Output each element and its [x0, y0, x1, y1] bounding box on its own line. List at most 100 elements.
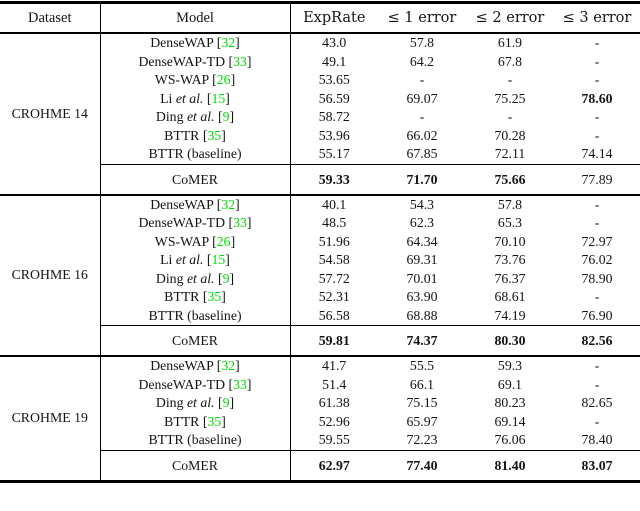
citation-number[interactable]: 33	[233, 215, 247, 230]
metric-cell: 70.28	[494, 127, 526, 143]
metric-cell: -	[594, 127, 600, 143]
metric-cell: 72.97	[581, 233, 613, 249]
metric-cell: -	[594, 289, 600, 304]
citation-link[interactable]: [32]	[216, 358, 240, 373]
citation-link[interactable]: [32]	[216, 196, 240, 212]
comer-metric-cell: 59.81	[290, 325, 378, 356]
model-cell: WS-WAP [26]	[99, 232, 291, 251]
model-cell: DenseWAP-TD [33]	[99, 375, 291, 394]
citation-number[interactable]: 9	[222, 270, 230, 286]
citation-link[interactable]: [35]	[202, 413, 226, 429]
citation-link[interactable]: [33]	[228, 215, 252, 230]
comer-metric-cell: 77.89	[554, 163, 640, 195]
citation-number[interactable]: 33	[233, 376, 247, 392]
citation-number[interactable]: 33	[233, 53, 247, 69]
citation-link[interactable]: [35]	[202, 127, 226, 143]
metric-cell: 55.17	[318, 146, 350, 161]
metric-cell: 56.58	[318, 307, 350, 323]
model-label: DenseWAP-TD	[138, 376, 226, 392]
citation-number[interactable]: 35	[207, 289, 222, 304]
model-cell: BTTR [35]	[99, 412, 291, 431]
metric-cell: 56.59	[318, 90, 350, 106]
table-row: BTTR (baseline) 55.17 67.85 72.11 74.14	[0, 145, 640, 164]
etal-label: et al.	[175, 90, 204, 106]
metric-cell: 68.61	[494, 289, 526, 304]
table-header-row: Dataset Model ExpRate ≤ 1 error ≤ 2 erro…	[0, 2, 640, 33]
dataset-cell: CROHME 19	[11, 410, 88, 425]
citation-number[interactable]: 15	[211, 90, 226, 106]
model-cell: BTTR [35]	[99, 288, 291, 307]
header-metric-leq1: ≤ 1 error	[387, 10, 457, 26]
citation-link[interactable]: [9]	[217, 395, 235, 410]
model-cell: BTTR (baseline)	[99, 145, 291, 164]
metric-cell: 69.1	[497, 376, 523, 392]
model-cell: Li et al. [15]	[99, 89, 291, 108]
model-cell: DenseWAP-TD [33]	[99, 52, 291, 71]
citation-number[interactable]: 26	[216, 72, 231, 87]
table-row: Ding et al. [9] 61.38 75.15 80.23 82.65	[0, 394, 640, 413]
metric-cell: 57.8	[409, 35, 435, 50]
table-row: CROHME 16 DenseWAP [32] 40.1 54.3 57.8 -	[0, 194, 640, 282]
metric-cell: 66.02	[406, 127, 438, 143]
metric-cell: 63.90	[406, 289, 438, 304]
metric-cell: 70.01	[406, 270, 438, 286]
citation-number[interactable]: 26	[216, 233, 231, 249]
metric-cell: -	[594, 109, 600, 124]
metric-cell: 82.65	[581, 395, 613, 410]
citation-link[interactable]: [33]	[228, 376, 252, 392]
metric-cell: -	[419, 109, 425, 124]
citation-link[interactable]: [26]	[212, 233, 236, 249]
model-label: DenseWAP-TD	[138, 215, 226, 230]
citation-number[interactable]: 32	[221, 35, 236, 50]
model-label: CoMER	[172, 333, 218, 348]
table-row: CROHME 14 DenseWAP [32] 43.0 57.8 61.9 -	[0, 33, 640, 121]
citation-link[interactable]: [15]	[206, 252, 230, 267]
citation-link[interactable]: [32]	[216, 35, 240, 50]
citation-number[interactable]: 35	[207, 127, 222, 143]
dataset-section-3: CROHME 19 DenseWAP [32] 41.7 55.5 59.3- Dense…	[0, 356, 640, 481]
model-cell: DenseWAP [32]	[99, 33, 291, 53]
citation-number[interactable]: 32	[221, 196, 236, 212]
metric-cell: 80.23	[494, 395, 526, 410]
citation-link[interactable]: [9]	[217, 270, 235, 286]
model-cell: DenseWAP-TD [33]	[99, 214, 291, 233]
citation-number[interactable]: 32	[221, 358, 236, 373]
citation-link[interactable]: [9]	[217, 109, 235, 124]
metric-cell: 58.72	[318, 109, 350, 124]
results-table: Dataset Model ExpRate ≤ 1 error ≤ 2 erro…	[0, 1, 640, 483]
metric-cell: 66.1	[409, 376, 435, 392]
metric-cell: 49.1	[322, 53, 347, 69]
model-label: Li	[160, 90, 173, 106]
metric-cell: 51.4	[322, 376, 347, 392]
header-dataset: Dataset	[28, 9, 72, 26]
comer-model-cell: CoMER	[99, 163, 291, 195]
model-label: BTTR (baseline)	[148, 307, 242, 323]
model-label: WS-WAP	[154, 233, 209, 249]
citation-number[interactable]: 9	[222, 109, 230, 124]
citation-number[interactable]: 15	[211, 252, 226, 267]
citation-link[interactable]: [35]	[202, 289, 226, 304]
comer-metric-cell: 81.40	[466, 449, 554, 481]
model-label: DenseWAP-TD	[138, 53, 226, 69]
metric-cell: 59.3	[497, 358, 523, 373]
metric-cell: 72.11	[494, 146, 526, 161]
citation-link[interactable]: [26]	[212, 72, 236, 87]
citation-link[interactable]: [33]	[228, 53, 252, 69]
model-cell: BTTR [35]	[99, 126, 291, 145]
metric-cell: 76.02	[581, 252, 613, 267]
metric-cell: 40.1	[322, 196, 347, 212]
metric-cell: -	[594, 53, 600, 69]
dataset-cell: CROHME 16	[11, 267, 88, 282]
metric-cell: 62.3	[409, 215, 435, 230]
metric-cell: 75.15	[406, 395, 438, 410]
citation-number[interactable]: 35	[207, 413, 222, 429]
comer-metric-cell: 74.37	[378, 325, 466, 356]
model-cell: BTTR (baseline)	[99, 431, 291, 450]
metric-cell: -	[594, 413, 600, 429]
metric-cell: 41.7	[322, 358, 347, 373]
metric-cell: 67.85	[406, 146, 438, 161]
citation-number[interactable]: 9	[222, 395, 230, 410]
metric-cell: -	[594, 72, 600, 87]
citation-link[interactable]: [15]	[206, 90, 230, 106]
model-label: CoMER	[172, 457, 218, 473]
